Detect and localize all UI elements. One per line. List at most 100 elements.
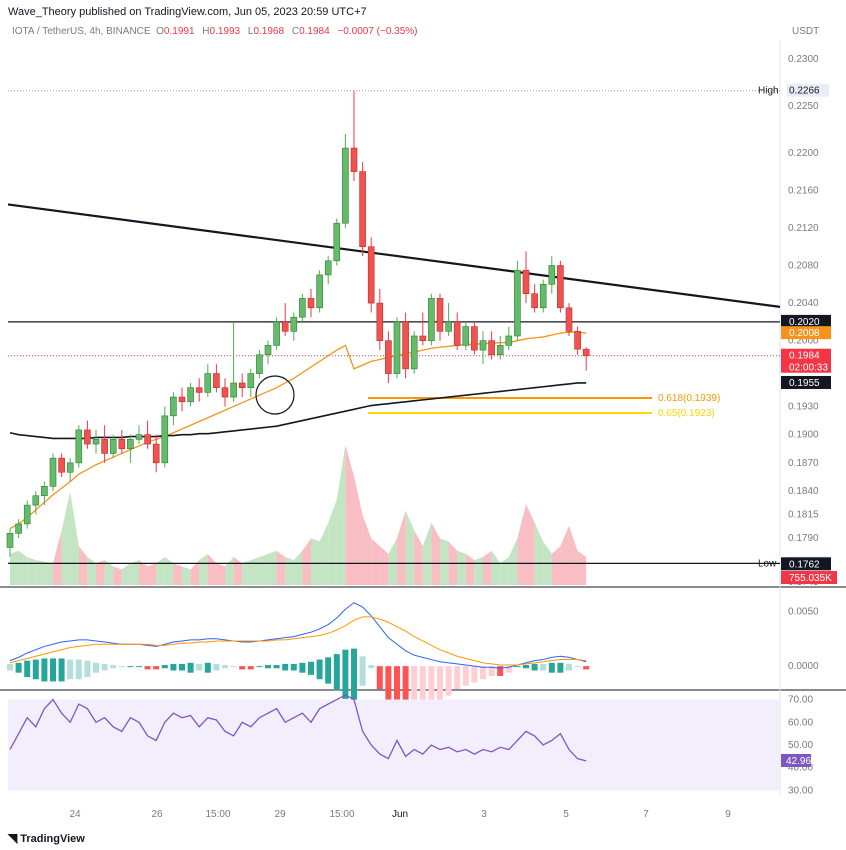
macd-histogram-bar	[505, 666, 512, 673]
macd-histogram-bar	[273, 665, 280, 669]
volume-area	[182, 566, 191, 585]
price-tag-value: 0.1955	[789, 378, 820, 389]
volume-area	[569, 525, 578, 585]
price-axis-tick: 0.1815	[788, 510, 819, 521]
time-axis-tick: 9	[725, 809, 731, 820]
candle-body	[75, 429, 83, 464]
candle-body	[376, 302, 384, 341]
macd-histogram-bar	[213, 663, 220, 671]
volume-area	[104, 560, 114, 585]
price-tag-bg	[781, 348, 831, 373]
volume-area	[18, 550, 28, 585]
candle-body	[436, 298, 444, 332]
macd-histogram-bar	[256, 666, 263, 668]
candle-body	[488, 340, 495, 356]
macd-histogram-bar	[566, 663, 572, 671]
price-axis-tick: 0.2080	[788, 261, 819, 272]
candle-body	[213, 373, 220, 388]
candle-body	[144, 434, 151, 445]
tradingview-logo[interactable]: ◥ TradingView	[8, 831, 85, 845]
symbol-label[interactable]: IOTA / TetherUS, 4h, BINANCE	[12, 26, 151, 37]
macd-histogram-bar	[574, 666, 581, 668]
macd-histogram-bar	[75, 659, 82, 680]
macd-histogram-bar	[101, 663, 108, 671]
price-tag-title: Low	[758, 558, 777, 569]
open-value: 0.1991	[163, 26, 195, 37]
candle-body	[479, 340, 487, 351]
candle-body	[471, 326, 478, 351]
macd-histogram-bar	[376, 666, 383, 690]
macd-histogram-bar	[548, 662, 555, 673]
volume-area	[268, 550, 277, 585]
currency-label: USDT	[792, 26, 820, 37]
volume-area	[53, 530, 62, 585]
close-value: 0.1984	[299, 26, 330, 37]
candle-body	[118, 439, 126, 450]
volume-area	[397, 510, 406, 585]
candle-body	[230, 382, 237, 398]
time-axis-tick: Jun	[392, 809, 408, 820]
volume-area	[78, 546, 88, 585]
macd-histogram-bar	[204, 662, 211, 673]
candle-body	[281, 321, 289, 332]
volume-area	[27, 557, 36, 585]
candle-body	[264, 345, 272, 356]
candle-body	[548, 265, 556, 285]
candle-body	[127, 439, 134, 450]
candle-body	[273, 321, 280, 346]
time-axis-tick: 7	[643, 809, 649, 820]
volume-area	[491, 550, 501, 585]
candle-body	[342, 147, 349, 224]
macd-histogram-bar	[488, 666, 495, 676]
candle-body	[462, 326, 470, 346]
price-tag-value: 0.2020	[789, 317, 820, 328]
volume-area	[207, 553, 217, 585]
price-axis-tick: 0.2120	[788, 223, 819, 234]
macd-histogram-bar	[325, 657, 332, 684]
price-tag-value: 0.1984	[789, 351, 820, 362]
candle-body	[419, 335, 427, 341]
macd-histogram-bar	[299, 662, 306, 673]
volume-area	[354, 476, 363, 585]
candle-body	[522, 269, 530, 295]
candle-body	[514, 269, 521, 337]
macd-histogram-bar	[32, 659, 39, 680]
volume-area	[121, 563, 131, 585]
rsi-axis-tick: 60.00	[788, 717, 813, 728]
volume-area	[96, 560, 105, 585]
macd-histogram-bar	[7, 663, 13, 671]
price-tag-bg	[781, 557, 831, 571]
macd-histogram-bar	[454, 666, 461, 690]
candle-body	[58, 457, 65, 473]
candle-body	[23, 504, 31, 525]
candle-body	[6, 533, 14, 548]
candle-body	[324, 260, 332, 276]
price-axis-tick: 0.1930	[788, 401, 819, 412]
candle-body	[195, 387, 203, 393]
candle-body	[152, 443, 160, 464]
candle-body	[539, 284, 547, 309]
volume-area	[293, 550, 303, 585]
candle-body	[221, 387, 229, 398]
rsi-line	[9, 694, 587, 762]
volume-area	[147, 563, 157, 585]
macd-histogram-bar	[239, 666, 246, 670]
macd-histogram-bar	[540, 663, 547, 671]
time-axis-tick: 15:00	[205, 809, 230, 820]
candle-body	[135, 434, 143, 440]
candle-body	[66, 462, 74, 473]
macd-histogram-bar	[41, 658, 48, 682]
volume-area	[276, 550, 286, 585]
volume-area	[483, 550, 492, 585]
price-axis-tick: 0.2000	[788, 336, 819, 347]
volume-area	[388, 538, 397, 585]
macd-axis-tick: 0.0050	[788, 606, 819, 617]
candle-body	[574, 330, 581, 350]
price-axis-tick: 0.1870	[788, 458, 819, 469]
volume-area	[233, 557, 243, 585]
volume-area	[35, 560, 45, 585]
price-axis-tick: 0.2040	[788, 298, 819, 309]
candle-body	[557, 265, 564, 309]
price-axis-tick: 0.1840	[788, 486, 819, 497]
